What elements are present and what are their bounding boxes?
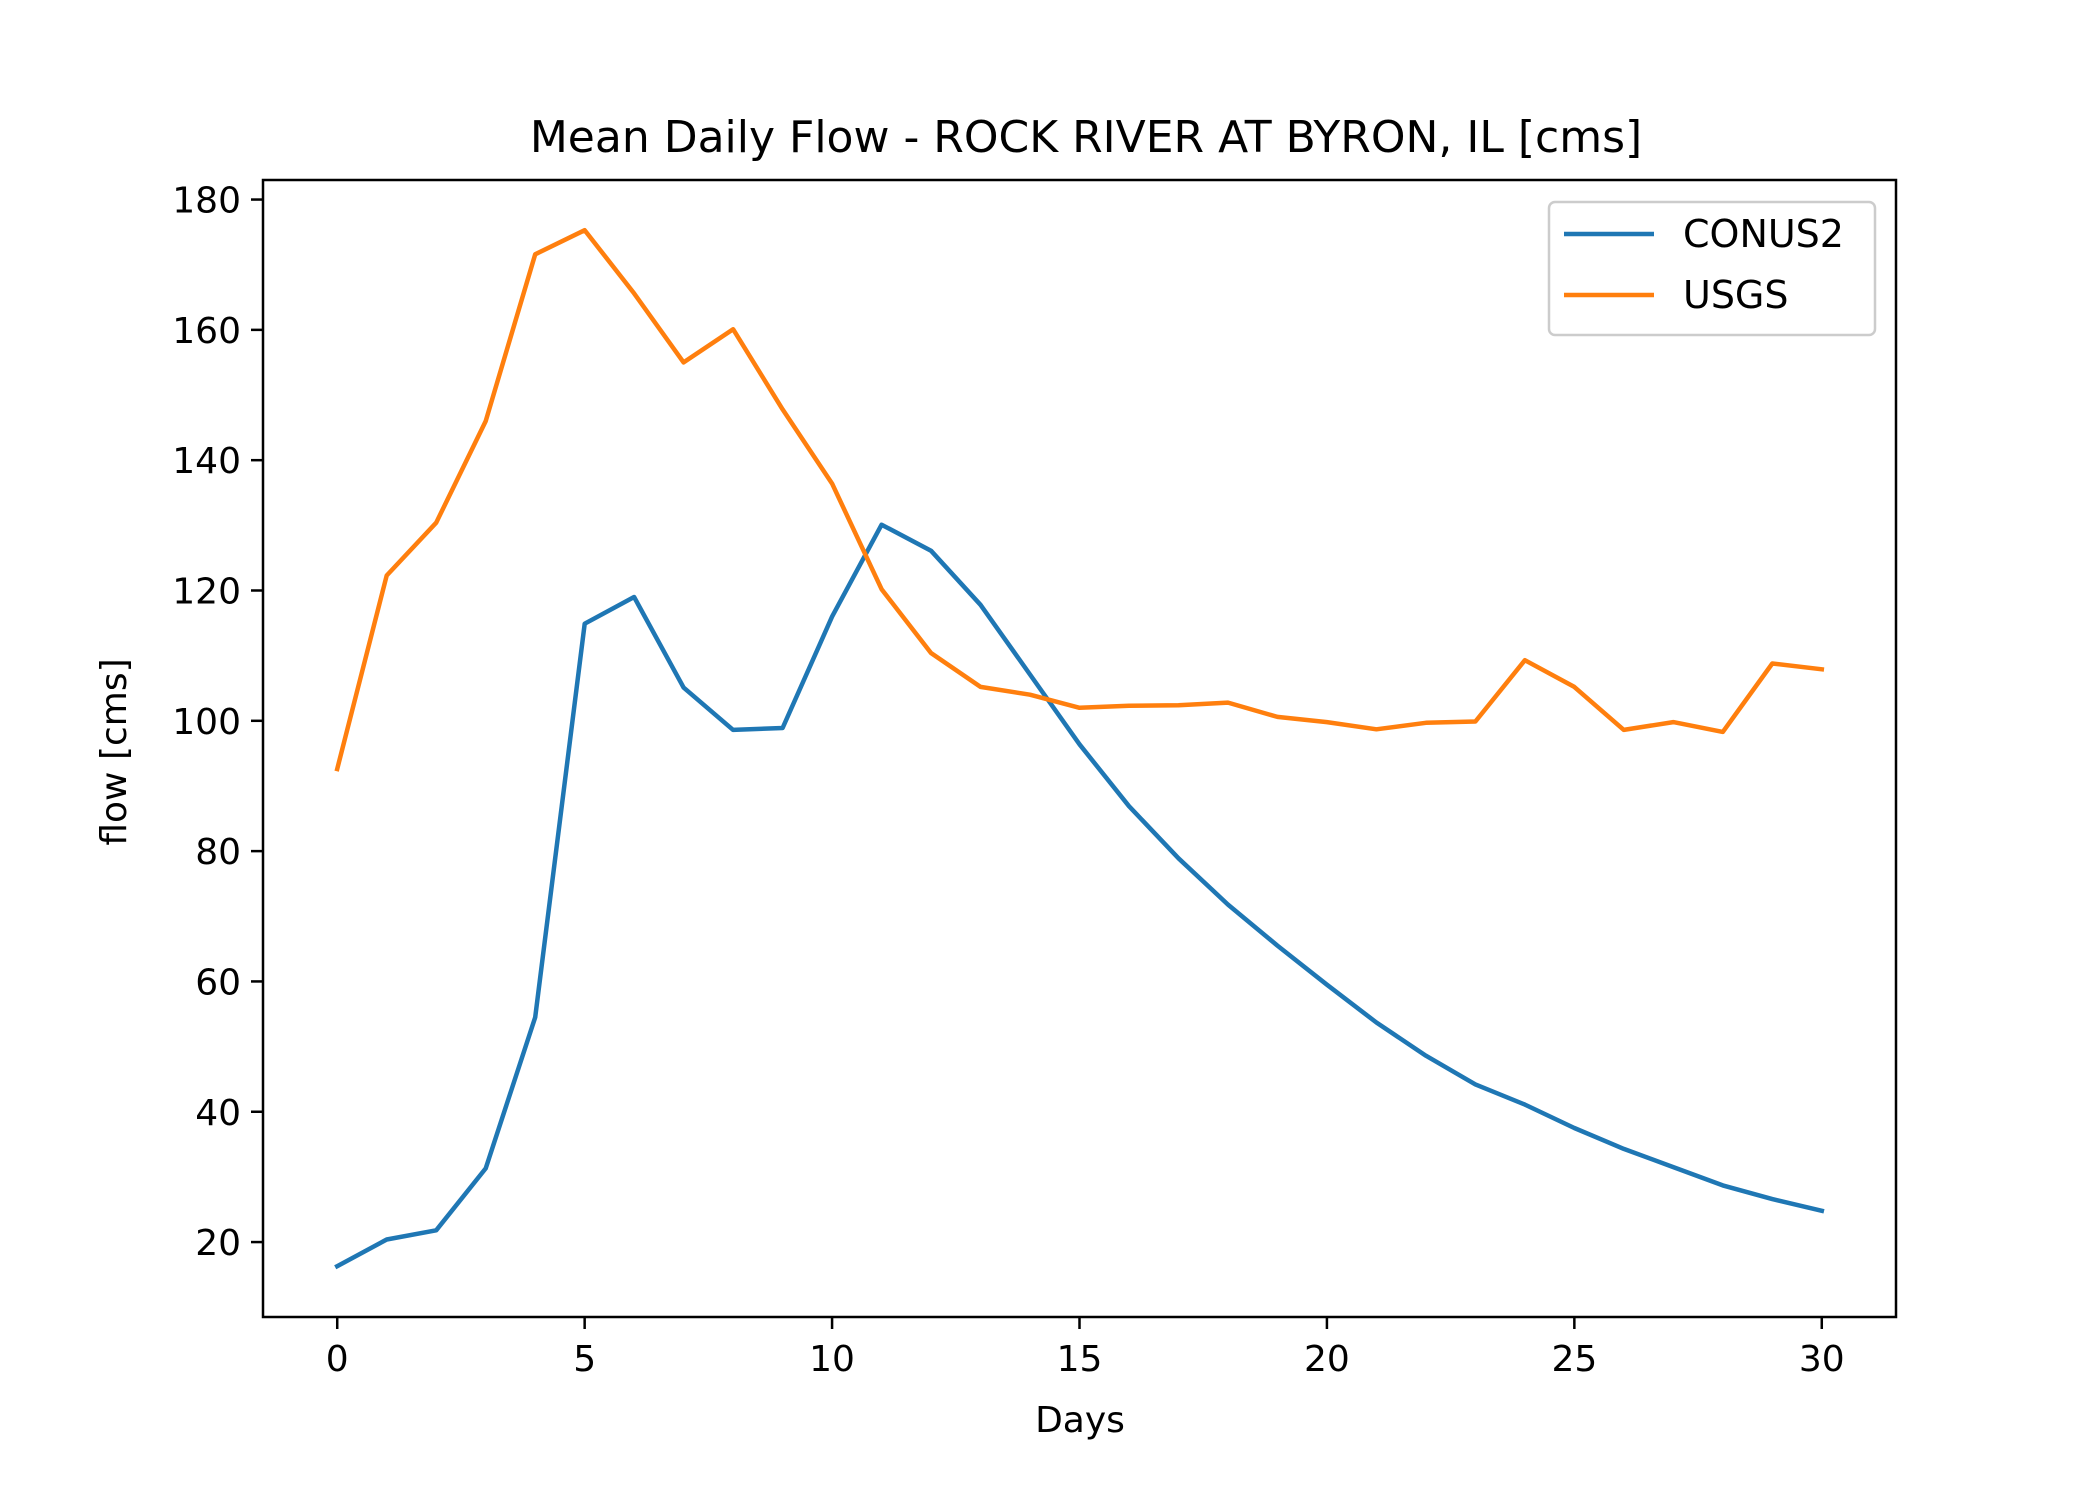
- y-tick-label: 20: [195, 1223, 241, 1264]
- x-tick-label: 5: [573, 1339, 596, 1380]
- y-tick-label: 80: [195, 832, 241, 873]
- x-axis-title: Days: [1035, 1400, 1125, 1441]
- y-axis-title: flow [cms]: [94, 658, 135, 845]
- legend-label-conus2: CONUS2: [1683, 212, 1844, 256]
- x-tick-label: 15: [1057, 1339, 1103, 1380]
- series-line-usgs: [334, 227, 1825, 772]
- series-layer: [334, 227, 1825, 1270]
- y-tick-label: 100: [172, 702, 241, 743]
- legend: CONUS2 USGS: [1547, 200, 1877, 337]
- y-axis: 20 40 60 80 100 120 140 160 180: [172, 181, 263, 1264]
- x-tick-label: 30: [1799, 1339, 1845, 1380]
- y-tick-label: 160: [172, 311, 241, 352]
- chart-title: Mean Daily Flow - ROCK RIVER AT BYRON, I…: [530, 112, 1642, 163]
- x-tick-label: 25: [1551, 1339, 1597, 1380]
- legend-label-usgs: USGS: [1683, 273, 1789, 317]
- x-tick-label: 0: [326, 1339, 349, 1380]
- plot-area: 0 5 10 15 20 25 30 20 40 60 80 100 120 140 160 180: [172, 178, 1898, 1380]
- x-tick-label: 20: [1304, 1339, 1350, 1380]
- y-tick-label: 180: [172, 181, 241, 222]
- x-axis: 0 5 10 15 20 25 30: [326, 1317, 1845, 1380]
- series-line-conus2: [334, 522, 1825, 1270]
- y-tick-label: 60: [195, 962, 241, 1003]
- y-tick-label: 120: [172, 571, 241, 612]
- x-tick-label: 10: [809, 1339, 855, 1380]
- y-tick-label: 40: [195, 1093, 241, 1134]
- y-tick-label: 140: [172, 441, 241, 482]
